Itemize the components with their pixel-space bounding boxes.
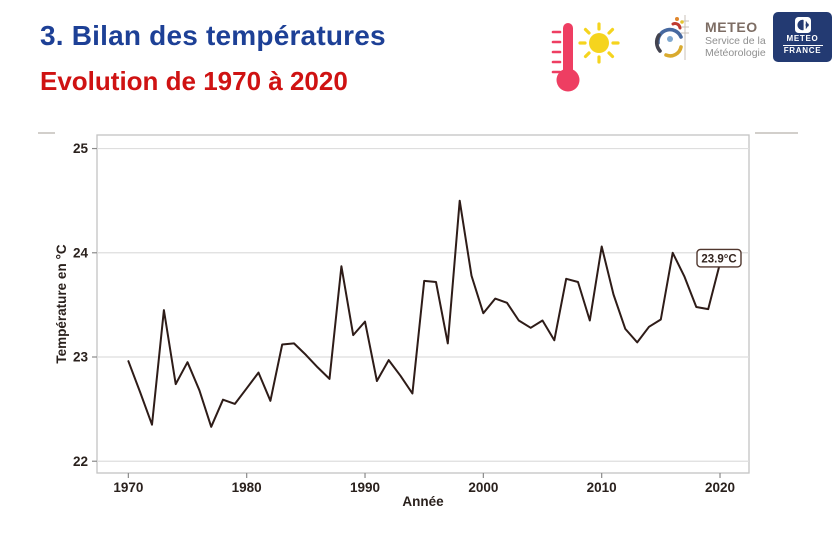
value-label-box (696, 248, 742, 268)
plot-border (96, 134, 750, 474)
x-axis-title: Année (402, 494, 444, 509)
meteo-france-logo: METEO FRANCE (773, 12, 832, 62)
y-tick-label: 23 (73, 350, 89, 365)
meteo-service-tagline-1: Service de la (705, 34, 766, 47)
y-tick-label: 25 (73, 141, 89, 156)
thermometer-sun-icon (551, 22, 620, 92)
x-tick-label: 2020 (705, 480, 735, 495)
y-tick-label: 24 (73, 245, 89, 260)
y-axis-title: Température en °C (54, 244, 69, 363)
meteo-france-line1: METEO (786, 34, 819, 43)
x-tick-label: 1990 (350, 480, 380, 495)
page-subtitle: Evolution de 1970 à 2020 (40, 66, 348, 96)
x-tick-label: 2010 (587, 480, 617, 495)
y-tick-label: 22 (73, 454, 88, 469)
page-title: 3. Bilan des températures (40, 20, 386, 51)
sun-icon (578, 22, 620, 64)
meteo-france-icon (794, 17, 811, 33)
cyclone-spiral-icon (654, 15, 689, 60)
x-tick-label: 1980 (232, 480, 262, 495)
x-tick-label: 1970 (113, 480, 143, 495)
meteo-france-line2: FRANCE (783, 45, 822, 55)
temperature-chart: 22 23 24 25 1970 1980 1990 2000 2010 2020 Année Tem… (54, 126, 755, 518)
meteo-service-name: METEO (705, 19, 758, 35)
value-label: 23.9°C (701, 253, 736, 265)
temperature-line (127, 199, 721, 428)
x-tick-label: 2000 (468, 480, 498, 495)
meteo-france-separator (782, 44, 823, 46)
meteo-service-logo: METEO Service de la Météorologie (650, 12, 766, 64)
meteo-service-tagline-2: Météorologie (705, 47, 766, 60)
